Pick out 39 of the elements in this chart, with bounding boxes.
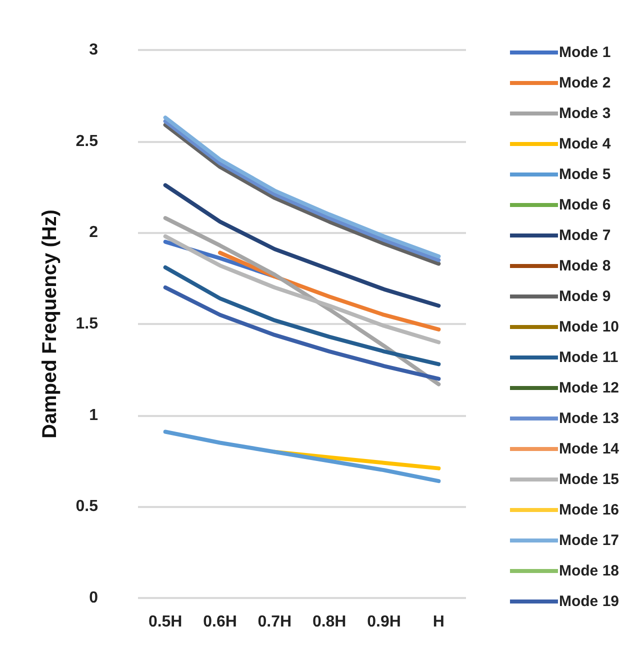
legend-label: Mode 16 [558, 502, 619, 518]
x-tick-label: 0.5H [148, 614, 182, 630]
y-tick-label: 3 [89, 42, 98, 58]
legend-label: Mode 14 [558, 440, 620, 458]
y-tick-label: 0.5 [76, 498, 98, 516]
legend-label: Mode 11 [558, 349, 618, 366]
x-tick-label: H [432, 614, 444, 630]
line-series [163, 265, 441, 366]
legend-label: Mode 15 [558, 471, 619, 488]
legend-label: Mode 4 [558, 136, 612, 152]
legend-label: Mode 17 [558, 532, 619, 549]
legend-label: Mode 1 [558, 44, 611, 61]
x-tick-label: 0.8H [312, 614, 346, 630]
y-tick-label: 1.5 [76, 316, 98, 332]
y-axis-title: Damped Frequency (Hz) [39, 210, 61, 438]
x-tick-label: 0.6H [203, 614, 237, 630]
y-tick-label: 2 [89, 224, 98, 242]
legend-label: Mode 10 [558, 318, 619, 336]
y-tick-label: 1 [89, 406, 98, 424]
legend-label: Mode 8 [558, 258, 611, 274]
legend-label: Mode 13 [558, 410, 619, 427]
legend-label: Mode 6 [558, 196, 611, 214]
legend-label: Mode 19 [558, 593, 619, 610]
line-series [218, 250, 441, 332]
line-series [163, 234, 441, 344]
y-tick-label: 0 [89, 590, 98, 606]
x-tick-label: 0.9H [367, 614, 401, 630]
legend-label: Mode 9 [558, 288, 611, 305]
legend-label: Mode 12 [558, 380, 619, 396]
legend-label: Mode 2 [558, 74, 611, 92]
line-series [163, 285, 441, 381]
legend-label: Mode 5 [558, 166, 611, 183]
x-tick-label: 0.7H [258, 614, 292, 630]
legend-label: Mode 7 [558, 227, 611, 244]
legend-label: Mode 18 [558, 562, 619, 580]
line-series [163, 430, 441, 484]
legend-label: Mode 3 [558, 105, 611, 122]
line-series [163, 183, 441, 308]
y-tick-label: 2.5 [76, 132, 98, 150]
